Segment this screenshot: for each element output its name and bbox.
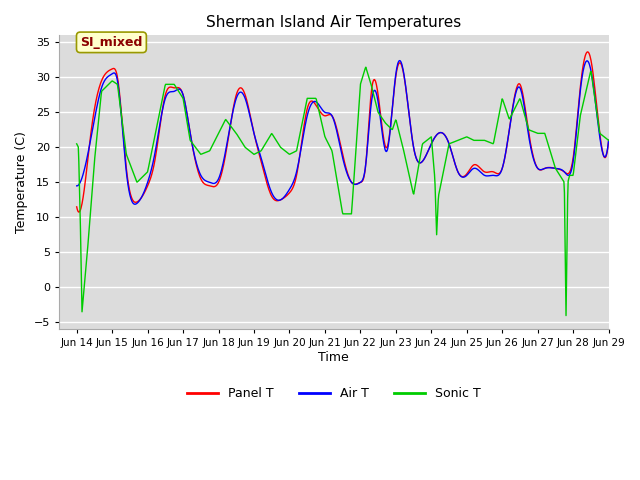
- Title: Sherman Island Air Temperatures: Sherman Island Air Temperatures: [206, 15, 461, 30]
- Air T: [605, 137, 612, 143]
- Air T: [396, 58, 404, 63]
- Sonic T: [562, 312, 570, 318]
- Text: SI_mixed: SI_mixed: [80, 36, 143, 49]
- Air T: [308, 101, 316, 107]
- Air T: [499, 166, 506, 171]
- Air T: [131, 201, 139, 207]
- Sonic T: [488, 141, 496, 146]
- Sonic T: [288, 150, 296, 156]
- Sonic T: [605, 137, 612, 143]
- Line: Panel T: Panel T: [77, 52, 609, 212]
- Panel T: [584, 49, 592, 55]
- Sonic T: [127, 164, 135, 169]
- Panel T: [308, 98, 316, 104]
- Panel T: [438, 130, 446, 136]
- Air T: [289, 181, 296, 187]
- Air T: [127, 196, 135, 202]
- Line: Sonic T: Sonic T: [77, 67, 609, 315]
- Sonic T: [438, 173, 446, 179]
- Panel T: [75, 209, 83, 215]
- Sonic T: [73, 141, 81, 147]
- Panel T: [488, 169, 496, 175]
- Sonic T: [498, 99, 506, 105]
- Air T: [73, 183, 81, 189]
- Legend: Panel T, Air T, Sonic T: Panel T, Air T, Sonic T: [182, 383, 486, 406]
- X-axis label: Time: Time: [319, 351, 349, 364]
- Panel T: [498, 167, 506, 173]
- Panel T: [605, 137, 612, 143]
- Line: Air T: Air T: [77, 60, 609, 204]
- Sonic T: [362, 64, 370, 70]
- Y-axis label: Temperature (C): Temperature (C): [15, 132, 28, 233]
- Panel T: [73, 204, 81, 210]
- Sonic T: [307, 96, 315, 101]
- Panel T: [289, 186, 296, 192]
- Panel T: [128, 195, 136, 201]
- Air T: [489, 172, 497, 178]
- Air T: [439, 131, 447, 136]
